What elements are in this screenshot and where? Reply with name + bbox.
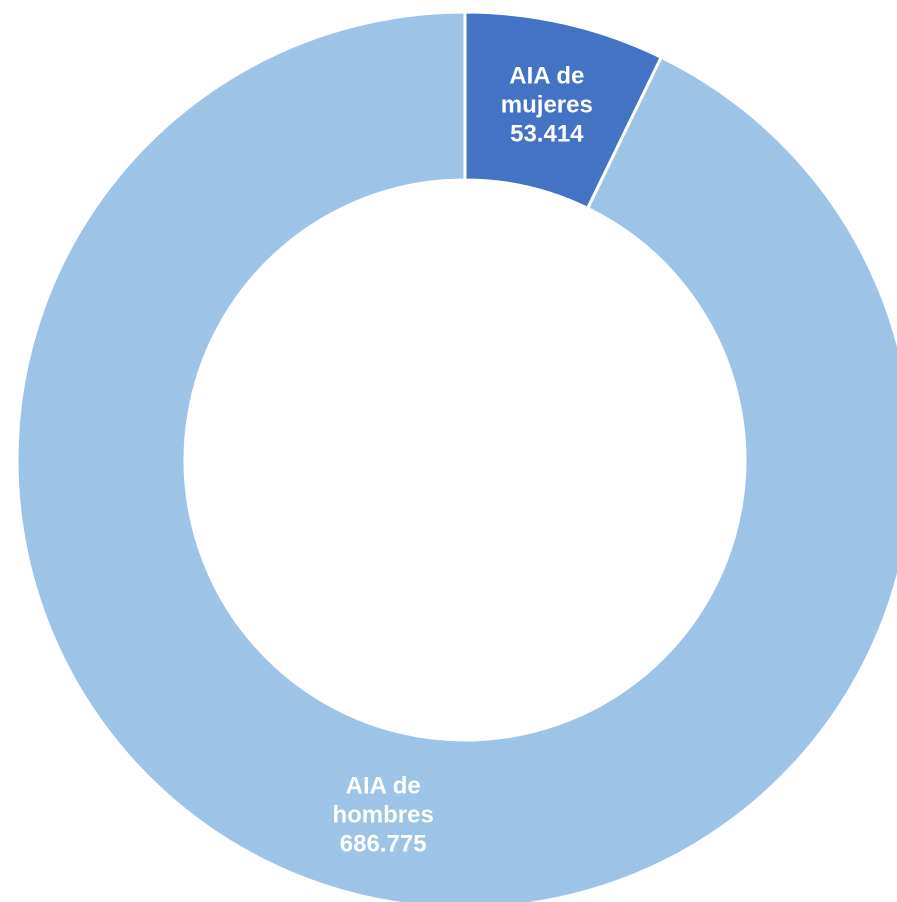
data-label: AIA de mujeres 53.414	[477, 62, 617, 149]
category-label: AIA de hombres	[332, 772, 434, 829]
data-label: AIA de hombres 686.775	[313, 771, 453, 858]
value-label: 686.775	[339, 830, 427, 858]
value-label: 53.414	[510, 120, 584, 148]
category-label: AIA de mujeres	[500, 62, 593, 119]
donut-slice	[15, 10, 897, 902]
